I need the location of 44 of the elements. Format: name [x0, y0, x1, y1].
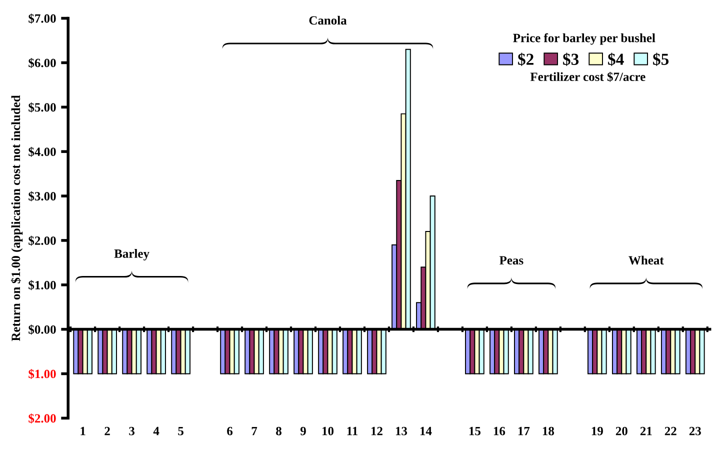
x-tick-label: 19 — [592, 426, 603, 436]
x-tick-label: 13 — [396, 426, 408, 436]
x-tick-label: 2 — [104, 426, 110, 436]
y-tick-label: $0.00 — [28, 324, 56, 335]
x-tick-label: 11 — [347, 426, 358, 436]
x-tick-label: 12 — [371, 426, 382, 436]
x-tick-label: 6 — [227, 426, 233, 436]
y-tick-label: $3.00 — [28, 191, 56, 202]
annotation: Fertilizer cost $7/acre — [530, 72, 646, 82]
y-tick-label: $2.00 — [28, 236, 56, 246]
x-tick-label: 1 — [80, 426, 86, 436]
x-tick-label: 8 — [276, 426, 282, 436]
x-tick-label: 7 — [252, 426, 258, 436]
y-axis-title: Return on $1.00 (application cost not included — [10, 95, 23, 342]
x-tick-label: 20 — [616, 426, 628, 436]
x-tick-label: 21 — [640, 426, 652, 436]
x-tick-label: 17 — [518, 426, 530, 436]
annotation: Wheat — [628, 256, 664, 265]
legend-label: $2 — [518, 52, 534, 66]
x-tick-label: 15 — [469, 426, 480, 436]
x-tick-label: 10 — [322, 426, 334, 436]
y-tick-label: $6.00 — [28, 58, 56, 68]
annotation: Barley — [114, 249, 150, 260]
x-tick-label: 9 — [300, 426, 306, 436]
legend-label: $4 — [608, 52, 624, 66]
x-tick-label: 18 — [542, 426, 554, 436]
x-tick-label: 23 — [689, 426, 701, 436]
y-tick-label: $7.00 — [28, 14, 56, 24]
annotation: Peas — [500, 256, 524, 265]
x-tick-label: 3 — [129, 426, 134, 436]
x-tick-label: 14 — [420, 426, 432, 436]
legend-label: $3 — [563, 52, 579, 66]
legend-label: $5 — [653, 52, 669, 66]
y-tick-label: $1.00 — [28, 369, 56, 380]
legend-title: Price for barley per bushel — [513, 33, 656, 45]
x-tick-label: 16 — [494, 426, 506, 436]
x-tick-label: 4 — [153, 426, 160, 436]
y-tick-label: $5.00 — [28, 102, 56, 112]
y-tick-label: $1.00 — [28, 280, 56, 290]
x-tick-label: 22 — [664, 426, 676, 436]
y-tick-label: $4.00 — [28, 146, 56, 157]
y-tick-label: $2.00 — [28, 413, 56, 424]
annotation: Canola — [309, 16, 347, 25]
x-tick-label: 5 — [178, 426, 184, 436]
